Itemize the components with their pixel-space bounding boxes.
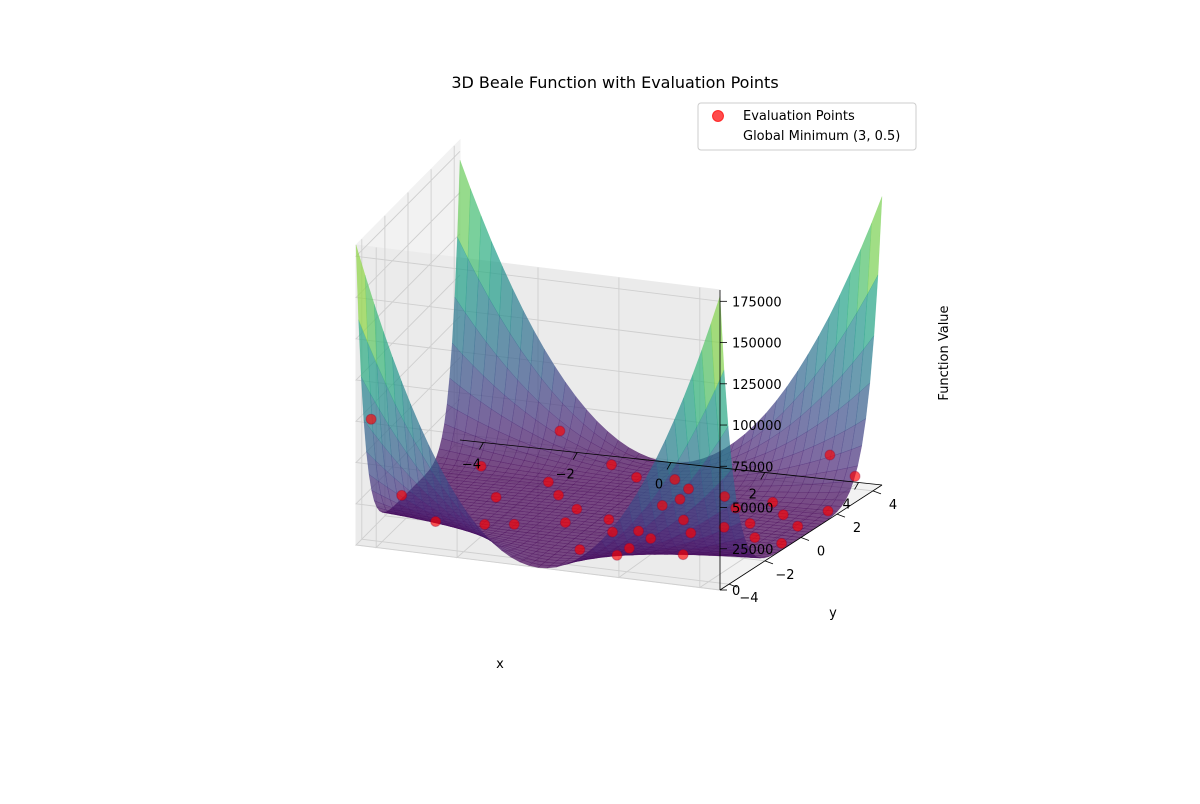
- evaluation-point: [365, 413, 377, 425]
- legend-frame: [697, 102, 917, 151]
- evaluation-point: [685, 527, 697, 539]
- z-tick-label: 0: [732, 584, 740, 599]
- y-tick-label: 0: [817, 545, 825, 560]
- evaluation-point: [396, 489, 408, 501]
- x-tick: [760, 472, 766, 480]
- x-tick-label: 4: [842, 498, 850, 513]
- evaluation-point: [553, 489, 564, 501]
- evaluation-point: [656, 500, 668, 511]
- x-axis-label: x: [496, 657, 504, 672]
- evaluation-point: [677, 549, 689, 561]
- y-tick: [764, 560, 774, 565]
- evaluation-point: [571, 503, 583, 515]
- z-tick-label: 175000: [732, 295, 782, 310]
- x-tick-label: 2: [749, 488, 757, 503]
- evaluation-point: [824, 449, 836, 461]
- evaluation-point: [542, 476, 554, 488]
- evaluation-point: [645, 533, 657, 544]
- evaluation-point: [674, 493, 686, 505]
- z-axis-label: Function Value: [937, 305, 952, 400]
- evaluation-point: [633, 525, 644, 537]
- evaluation-point: [683, 483, 694, 495]
- evaluation-point: [490, 491, 502, 503]
- x-tick-label: 0: [655, 478, 663, 493]
- evaluation-point: [479, 518, 491, 530]
- x-tick: [572, 452, 578, 460]
- evaluation-point: [508, 518, 520, 530]
- x-tick-label: −2: [556, 468, 575, 483]
- grid-line-z: [355, 274, 721, 426]
- evaluation-point: [719, 491, 731, 502]
- y-tick-label: −2: [775, 568, 794, 583]
- x-tick: [666, 462, 672, 470]
- evaluation-point: [554, 425, 566, 437]
- evaluation-point: [849, 470, 861, 482]
- y-tick: [872, 490, 882, 495]
- evaluation-point: [744, 518, 756, 529]
- evaluation-point: [678, 514, 689, 526]
- evaluation-point: [607, 526, 618, 538]
- legend: Evaluation Points Global Minimum (3, 0.5…: [697, 102, 917, 151]
- evaluation-point: [792, 520, 804, 532]
- y-tick: [836, 513, 846, 518]
- evaluation-point: [574, 544, 586, 556]
- evaluation-points-series: [365, 413, 861, 561]
- y-tick: [728, 583, 738, 588]
- axis-ticks: −4−2024−4−202402500050000750001000001250…: [462, 295, 897, 606]
- evaluation-point: [730, 502, 742, 514]
- evaluation-point: [475, 460, 487, 472]
- z-tick-label: 75000: [732, 460, 773, 475]
- evaluation-point: [767, 496, 779, 508]
- grid-line-z: [355, 233, 721, 385]
- evaluation-point: [669, 474, 681, 485]
- evaluation-point: [623, 542, 635, 554]
- evaluation-point: [606, 459, 617, 471]
- evaluation-point: [611, 549, 623, 561]
- grid-line-z: [355, 150, 721, 302]
- z-tick-label: 100000: [732, 419, 782, 434]
- evaluation-point: [430, 516, 442, 527]
- x-tick: [479, 442, 484, 450]
- legend-label-evaluation-points: Evaluation Points: [743, 109, 855, 124]
- evaluation-point: [603, 514, 615, 525]
- evaluation-point: [749, 532, 761, 544]
- y-tick-label: 2: [853, 521, 861, 536]
- evaluation-point: [559, 517, 571, 528]
- chart-title: 3D Beale Function with Evaluation Points: [451, 73, 778, 92]
- evaluation-point: [777, 509, 789, 521]
- y-tick-label: 4: [889, 498, 897, 513]
- y-axis-label: y: [829, 606, 837, 621]
- x-tick-label: −4: [462, 458, 481, 473]
- grid-line-z: [355, 192, 721, 343]
- x-tick: [854, 482, 859, 490]
- legend-marker-evaluation-points: [712, 110, 724, 122]
- evaluation-point: [776, 537, 788, 549]
- surface-cell: [710, 296, 725, 391]
- z-tick-label: 150000: [732, 337, 782, 352]
- legend-label-global-minimum: Global Minimum (3, 0.5): [743, 129, 900, 144]
- evaluation-point: [718, 521, 730, 533]
- z-tick-label: 125000: [732, 378, 782, 393]
- evaluation-point: [822, 505, 834, 517]
- z-tick-label: 50000: [732, 502, 773, 517]
- y-tick: [800, 537, 810, 541]
- y-tick-label: −4: [739, 591, 758, 606]
- evaluation-point: [631, 471, 642, 483]
- z-tick-label: 25000: [732, 543, 773, 558]
